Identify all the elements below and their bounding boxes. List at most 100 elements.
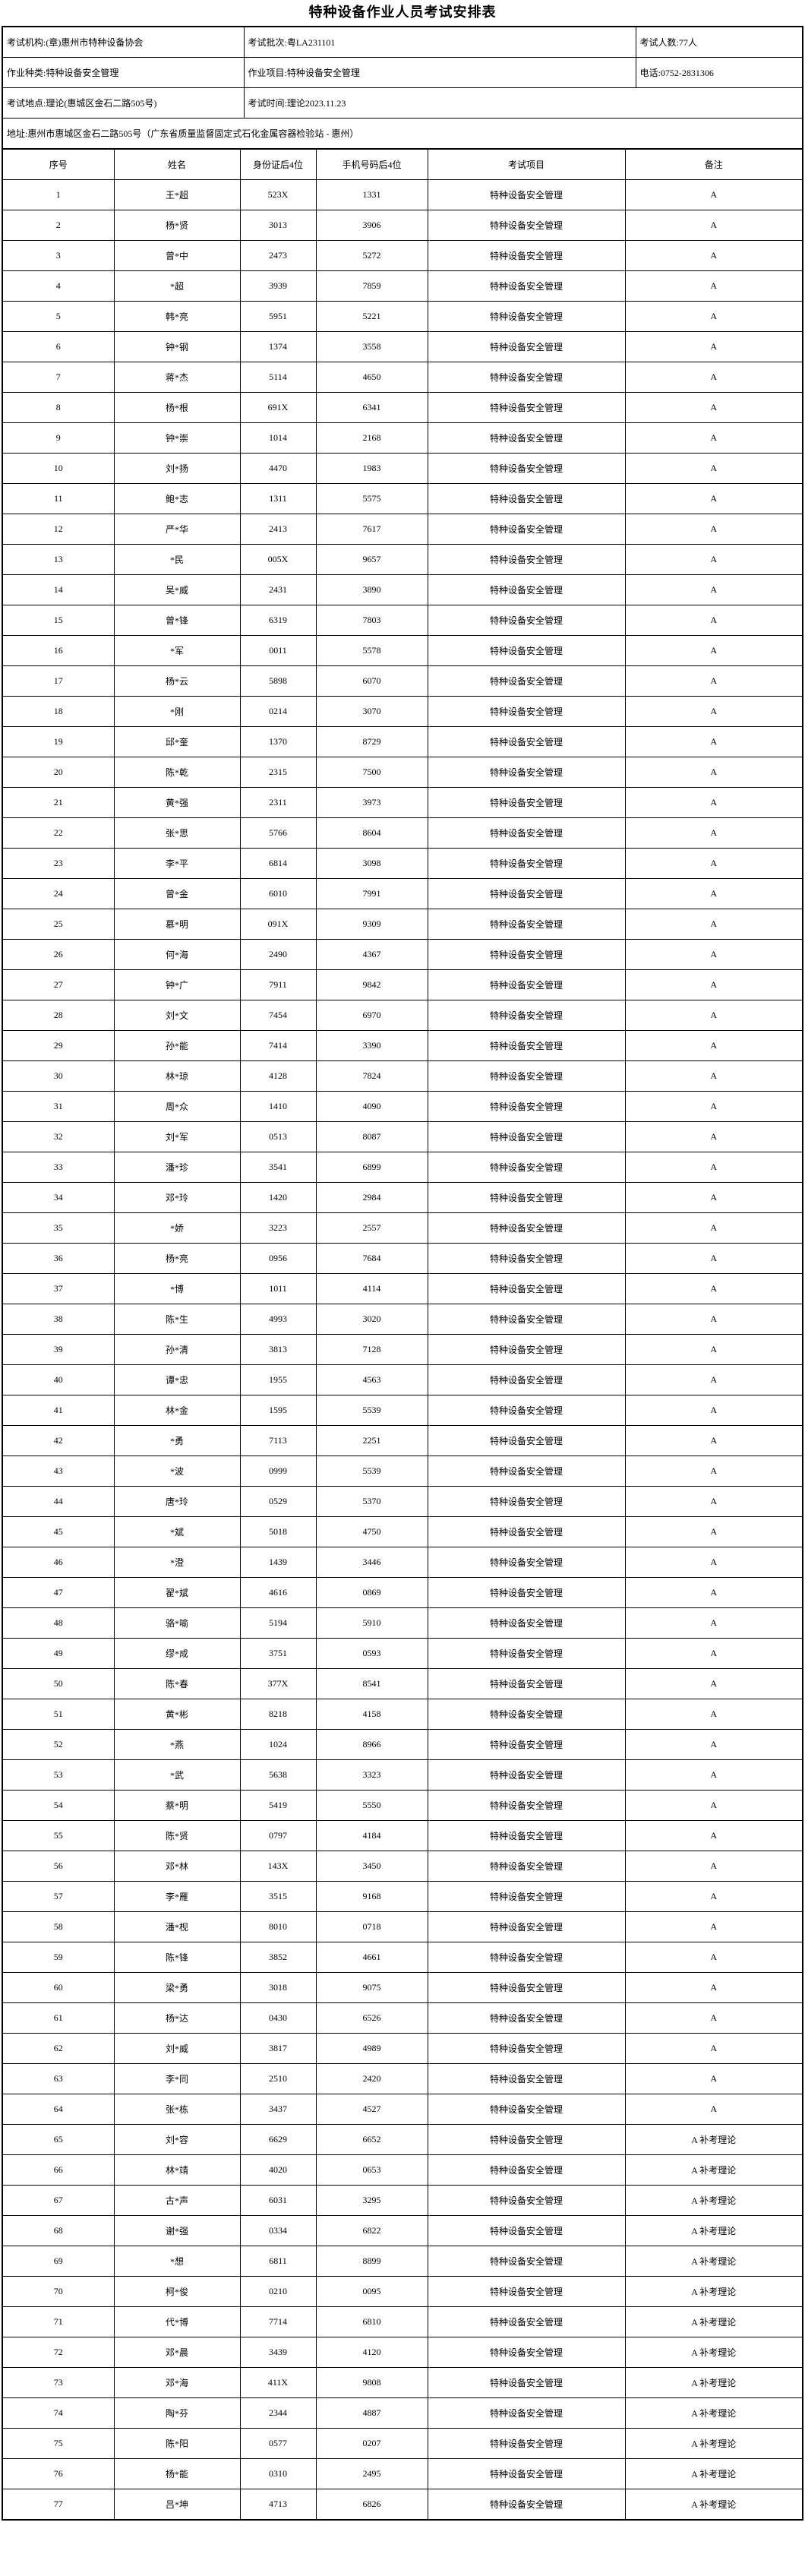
cell-project: 特种设备安全管理 [427,696,626,727]
cell-project: 特种设备安全管理 [427,1060,626,1092]
cell-project: 特种设备安全管理 [427,453,626,484]
cell-id4: 0513 [239,1121,317,1152]
cell-name: 唐*玲 [113,1486,241,1517]
cell-name: 杨*达 [113,2002,241,2034]
cell-id4: 8010 [239,1911,317,1942]
cell-remark: A 补考理论 [624,2428,803,2459]
cell-name: 翟*斌 [113,1577,241,1608]
cell-remark: A 补考理论 [624,2154,803,2186]
cell-remark: A [624,1486,803,1517]
table-row: 29 孙*能 7414 3390 特种设备安全管理 A [2,1030,803,1061]
cell-remark: A [624,1456,803,1487]
table-row: 18 *刚 0214 3070 特种设备安全管理 A [2,696,803,727]
table-row: 4 *超 3939 7859 特种设备安全管理 A [2,270,803,302]
cell-project: 特种设备安全管理 [427,1364,626,1395]
cell-id4: 1410 [239,1091,317,1122]
cell-name: 张*思 [113,817,241,849]
cell-id4: 0214 [239,696,317,727]
cell-project: 特种设备安全管理 [427,1243,626,1274]
cell-seq: 24 [2,878,115,909]
cell-project: 特种设备安全管理 [427,2185,626,2216]
cell-phone4: 8604 [315,817,428,849]
cell-name: 吴*威 [113,574,241,605]
cell-id4: 0210 [239,2276,317,2307]
cell-remark: A 补考理论 [624,2246,803,2277]
cell-remark: A [624,1820,803,1851]
cell-id4: 1014 [239,422,317,454]
cell-project: 特种设备安全管理 [427,1000,626,1031]
cell-seq: 17 [2,665,115,697]
cell-project: 特种设备安全管理 [427,848,626,879]
table-row: 40 谭*忠 1955 4563 特种设备安全管理 A [2,1364,803,1395]
cell-remark: A [624,1273,803,1304]
cell-id4: 3515 [239,1881,317,1912]
table-row: 10 刘*扬 4470 1983 特种设备安全管理 A [2,453,803,484]
cell-name: 古*声 [113,2185,241,2216]
cell-remark: A 补考理论 [624,2124,803,2155]
table-row: 45 *斌 5018 4750 特种设备安全管理 A [2,1516,803,1547]
cell-seq: 35 [2,1212,115,1244]
cell-project: 特种设备安全管理 [427,362,626,393]
cell-id4: 5018 [239,1516,317,1547]
cell-phone4: 1983 [315,453,428,484]
cell-name: 潘*珍 [113,1152,241,1183]
cell-project: 特种设备安全管理 [427,1152,626,1183]
cell-phone4: 6341 [315,392,428,423]
table-row: 46 *澄 1439 3446 特种设备安全管理 A [2,1547,803,1578]
table-row: 20 陈*乾 2315 7500 特种设备安全管理 A [2,757,803,788]
cell-seq: 52 [2,1729,115,1760]
cell-project: 特种设备安全管理 [427,1820,626,1851]
cell-phone4: 7500 [315,757,428,788]
cell-project: 特种设备安全管理 [427,1456,626,1487]
cell-remark: A [624,392,803,423]
cell-name: 陈*生 [113,1304,241,1335]
cell-remark: A [624,2063,803,2094]
cell-seq: 22 [2,817,115,849]
cell-name: 鲍*志 [113,483,241,514]
table-row: 36 杨*亮 0956 7684 特种设备安全管理 A [2,1243,803,1274]
table-row: 51 黄*彬 8218 4158 特种设备安全管理 A [2,1699,803,1730]
cell-remark: A [624,1030,803,1061]
cell-name: *超 [113,270,241,302]
cell-phone4: 8087 [315,1121,428,1152]
cell-remark: A [624,1911,803,1942]
cell-project: 特种设备安全管理 [427,1091,626,1122]
cell-id4: 377X [239,1668,317,1699]
cell-phone4: 7617 [315,514,428,545]
cell-seq: 10 [2,453,115,484]
cell-name: 陶*芬 [113,2397,241,2429]
cell-project: 特种设备安全管理 [427,2276,626,2307]
cell-remark: A [624,817,803,849]
cell-id4: 0310 [239,2458,317,2489]
cell-project: 特种设备安全管理 [427,1121,626,1152]
cell-remark: A [624,2094,803,2125]
cell-name: 王*超 [113,179,241,210]
cell-remark: A [624,179,803,210]
cell-remark: A [624,726,803,757]
cell-phone4: 6652 [315,2124,428,2155]
table-row: 77 吕*坤 4713 6826 特种设备安全管理 A 补考理论 [2,2489,803,2521]
table-row: 49 缪*成 3751 0593 特种设备安全管理 A [2,1638,803,1669]
cell-phone4: 8541 [315,1668,428,1699]
cell-project: 特种设备安全管理 [427,1273,626,1304]
cell-seq: 60 [2,1972,115,2003]
cell-name: 杨*亮 [113,1243,241,1274]
cell-phone4: 9309 [315,909,428,940]
cell-seq: 37 [2,1273,115,1304]
cell-name: 邓*晨 [113,2337,241,2368]
cell-seq: 42 [2,1425,115,1456]
cell-remark: A [624,1607,803,1639]
cell-phone4: 3446 [315,1547,428,1578]
table-row: 31 周*众 1410 4090 特种设备安全管理 A [2,1091,803,1122]
cell-id4: 2315 [239,757,317,788]
cell-name: 曾*锋 [113,605,241,636]
cell-remark: A [624,1699,803,1730]
cell-project: 特种设备安全管理 [427,878,626,909]
cell-seq: 73 [2,2367,115,2398]
cell-seq: 30 [2,1060,115,1092]
cell-seq: 72 [2,2337,115,2368]
cell-remark: A [624,1516,803,1547]
cell-phone4: 2557 [315,1212,428,1244]
cell-id4: 1024 [239,1729,317,1760]
cell-remark: A 补考理论 [624,2306,803,2337]
